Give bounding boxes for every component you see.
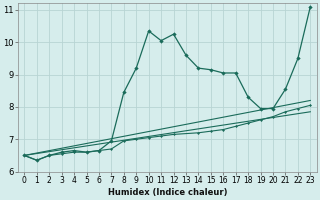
X-axis label: Humidex (Indice chaleur): Humidex (Indice chaleur) <box>108 188 227 197</box>
